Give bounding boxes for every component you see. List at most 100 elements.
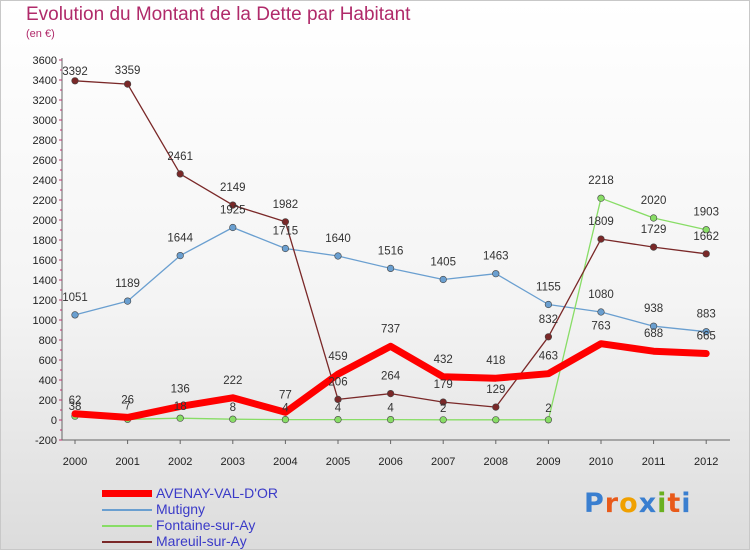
- data-label: 463: [539, 351, 558, 363]
- data-label: 4: [282, 403, 289, 415]
- y-tick-label: 2800: [33, 135, 57, 147]
- data-label: 1925: [220, 205, 246, 217]
- chart-title: Evolution du Montant de la Dette par Hab…: [26, 4, 411, 25]
- data-label: 18: [174, 401, 187, 413]
- data-point-1: [649, 322, 658, 330]
- data-point-2: [387, 416, 395, 424]
- series-line-0: [71, 340, 710, 421]
- y-tick-label: 400: [39, 375, 57, 387]
- data-label: 1463: [483, 251, 509, 263]
- data-label: 418: [486, 355, 505, 367]
- data-label: 1155: [536, 282, 561, 294]
- data-label: 1189: [115, 278, 140, 290]
- y-tick-label: 600: [39, 355, 57, 367]
- x-tick-label: 2008: [484, 456, 508, 468]
- data-point-3: [229, 201, 237, 209]
- data-point-3: [702, 250, 710, 258]
- legend-swatch-fontaine: [102, 525, 152, 527]
- data-point-1: [544, 300, 553, 309]
- y-tick-label: 1600: [33, 255, 57, 267]
- y-tick-label: 2000: [33, 215, 57, 227]
- data-point-2: [544, 416, 553, 424]
- y-tick-label: -200: [35, 435, 57, 447]
- y-tick-label: 3400: [33, 75, 57, 87]
- x-tick-label: 2009: [536, 456, 560, 468]
- data-point-3: [544, 333, 553, 341]
- data-point-3: [649, 243, 658, 251]
- y-tick-label: 1400: [33, 275, 57, 287]
- y-tick-label: 3000: [33, 115, 57, 127]
- data-label: 3359: [115, 65, 141, 77]
- data-label: 665: [697, 331, 716, 343]
- data-label: 832: [539, 314, 558, 326]
- data-label: 1516: [378, 245, 404, 257]
- legend-label-fontaine: Fontaine-sur-Ay: [156, 517, 256, 533]
- data-label: 432: [434, 354, 453, 366]
- x-tick-label: 2004: [273, 456, 297, 468]
- legend-label-avenay: AVENAY-VAL-D'OR: [156, 485, 278, 501]
- y-tick-label: 3600: [33, 55, 57, 67]
- x-tick-label: 2001: [115, 456, 139, 468]
- data-label: 1809: [588, 216, 614, 228]
- data-label: 8: [230, 402, 236, 414]
- data-label: 883: [697, 309, 716, 321]
- data-label: 688: [644, 328, 663, 340]
- data-label: 129: [486, 384, 505, 396]
- data-label: 38: [69, 401, 82, 413]
- data-label: 4: [387, 403, 394, 415]
- x-tick-label: 2010: [589, 456, 613, 468]
- data-label: 206: [328, 376, 347, 388]
- data-label: 222: [223, 375, 242, 387]
- x-tick-label: 2005: [326, 456, 350, 468]
- data-point-2: [649, 214, 658, 222]
- data-point-3: [439, 398, 447, 406]
- data-label: 179: [434, 379, 453, 391]
- data-label: 26: [121, 394, 134, 406]
- data-point-3: [176, 170, 184, 178]
- data-point-1: [229, 223, 237, 232]
- data-label: 737: [381, 323, 400, 335]
- data-label: 2218: [588, 175, 614, 187]
- legend-swatch-avenay: [102, 490, 152, 497]
- x-tick-label: 2007: [431, 456, 455, 468]
- data-point-1: [702, 328, 710, 336]
- x-tick-label: 2011: [642, 456, 666, 468]
- y-tick-label: 1200: [33, 295, 57, 307]
- data-point-3: [334, 395, 342, 404]
- data-label: 1982: [273, 199, 299, 211]
- data-label: 1729: [641, 224, 667, 236]
- y-tick-label: 2400: [33, 175, 57, 187]
- data-point-2: [702, 226, 710, 234]
- x-tick-label: 2002: [168, 456, 192, 468]
- data-label: 7: [124, 400, 130, 412]
- data-point-3: [281, 218, 290, 226]
- data-point-3: [492, 403, 500, 411]
- data-point-1: [334, 252, 342, 260]
- data-label: 1662: [693, 231, 719, 243]
- y-tick-label: 0: [51, 415, 57, 427]
- proxiti-logo: Proxiti: [584, 488, 692, 519]
- data-label: 264: [381, 371, 401, 383]
- data-label: 77: [279, 389, 292, 401]
- data-label: 4: [335, 403, 342, 415]
- data-label: 2: [440, 403, 446, 415]
- data-point-1: [439, 275, 447, 284]
- y-tick-label: 1000: [33, 315, 57, 327]
- data-point-1: [492, 270, 500, 278]
- x-tick-label: 2003: [221, 456, 245, 468]
- data-point-2: [334, 416, 342, 424]
- data-point-2: [176, 414, 184, 422]
- x-tick-label: 2006: [378, 456, 402, 468]
- data-label: 136: [171, 383, 190, 395]
- data-point-3: [71, 77, 79, 85]
- data-label: 1405: [430, 257, 456, 269]
- data-point-3: [387, 390, 395, 398]
- data-point-2: [492, 416, 500, 424]
- y-tick-label: 1800: [33, 235, 57, 247]
- data-label: 459: [328, 351, 347, 363]
- data-point-2: [229, 415, 237, 423]
- data-label: 1644: [167, 233, 193, 245]
- y-tick-label: 800: [39, 335, 57, 347]
- data-point-2: [281, 416, 290, 424]
- data-point-1: [387, 264, 395, 273]
